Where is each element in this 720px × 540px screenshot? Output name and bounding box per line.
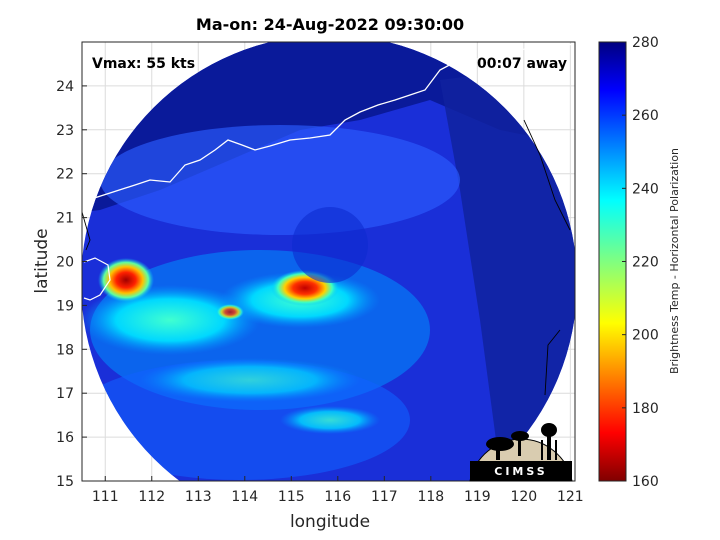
x-axis-label: longitude bbox=[290, 512, 370, 532]
west-core bbox=[98, 258, 154, 302]
colorbar-label: Brightness Temp - Horizontal Polarizatio… bbox=[668, 148, 681, 374]
x-tick-label: 114 bbox=[231, 489, 258, 505]
chart-title: Ma-on: 24-Aug-2022 09:30:00 bbox=[196, 15, 464, 34]
x-tick-label: 117 bbox=[371, 489, 398, 505]
y-tick-label: 19 bbox=[56, 298, 74, 314]
colorbar-tick-label: 200 bbox=[632, 328, 659, 344]
y-axis-label: latitude bbox=[32, 228, 52, 293]
y-tick-label: 16 bbox=[56, 430, 74, 446]
y-tick-label: 17 bbox=[56, 386, 74, 402]
y-tick-label: 24 bbox=[56, 79, 74, 95]
x-tick-label: 116 bbox=[324, 489, 351, 505]
y-tick-label: 18 bbox=[56, 342, 74, 358]
storm-eye bbox=[292, 207, 368, 283]
rainband-cyan-4 bbox=[280, 406, 380, 434]
south-core bbox=[216, 304, 244, 320]
y-tick-label: 23 bbox=[56, 123, 74, 139]
x-tick-label: 121 bbox=[557, 489, 584, 505]
colorbar-tick-label: 240 bbox=[632, 181, 659, 197]
rainband-cyan-3 bbox=[140, 358, 360, 402]
coastline-outside-swath bbox=[523, 119, 571, 396]
colorbar-tick-label: 180 bbox=[632, 401, 659, 417]
colorbar-tick-label: 220 bbox=[632, 255, 659, 271]
swath bbox=[82, 42, 575, 481]
water-tower-icon bbox=[541, 423, 557, 460]
colorbar-tick-labels: 160 180 200 220 240 260 280 bbox=[622, 35, 659, 490]
colorbar bbox=[598, 41, 627, 482]
time-offset-annotation: 00:07 away bbox=[477, 56, 567, 72]
west-coast-outside bbox=[82, 211, 91, 251]
cimss-logo: CIMSS bbox=[469, 423, 573, 482]
y-tick-label: 20 bbox=[56, 255, 74, 271]
satellite-dish-icon bbox=[486, 431, 529, 460]
colorbar-tick-label: 280 bbox=[632, 35, 659, 51]
coastline bbox=[87, 43, 575, 201]
y-tick-label: 22 bbox=[56, 167, 74, 183]
colorbar-tick-label: 260 bbox=[632, 108, 659, 124]
x-tick-label: 113 bbox=[185, 489, 212, 505]
y-tick-label: 15 bbox=[56, 474, 74, 490]
x-tick-label: 115 bbox=[278, 489, 305, 505]
x-tick-label: 112 bbox=[138, 489, 165, 505]
vmax-annotation: Vmax: 55 kts bbox=[92, 56, 195, 72]
y-tick-labels: 15 16 17 18 19 20 21 22 23 24 bbox=[56, 79, 87, 490]
rainband-cyan-1 bbox=[82, 285, 260, 355]
x-tick-label: 119 bbox=[464, 489, 491, 505]
x-tick-label: 111 bbox=[92, 489, 119, 505]
x-tick-label: 120 bbox=[510, 489, 537, 505]
logo-text: CIMSS bbox=[494, 465, 547, 478]
hainan-coast bbox=[83, 257, 111, 301]
x-tick-labels: 111 112 113 114 115 116 117 118 119 120 121 bbox=[92, 476, 584, 505]
colorbar-tick-label: 160 bbox=[632, 474, 659, 490]
x-tick-label: 118 bbox=[417, 489, 444, 505]
y-tick-label: 21 bbox=[56, 211, 74, 227]
band-mid bbox=[100, 125, 460, 235]
